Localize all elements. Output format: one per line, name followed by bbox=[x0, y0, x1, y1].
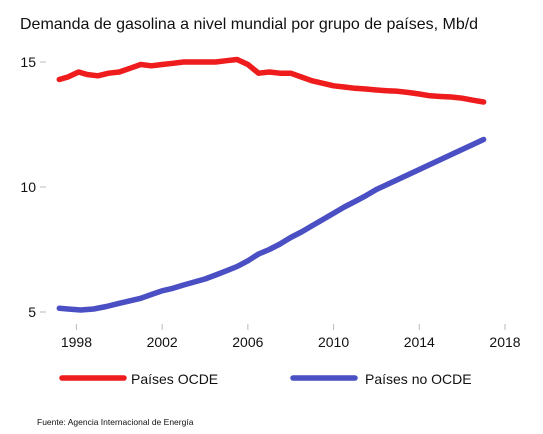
x-tick-label-1998: 1998 bbox=[61, 334, 92, 350]
series-line-no-ocde bbox=[56, 136, 487, 313]
x-tick-label-2002: 2002 bbox=[147, 334, 178, 350]
series-lines bbox=[56, 56, 487, 313]
y-tick-label-15: 15 bbox=[20, 54, 36, 70]
legend-label-no-ocde: Países no OCDE bbox=[365, 371, 472, 387]
y-tick-label-10: 10 bbox=[20, 179, 36, 195]
x-tick-label-2010: 2010 bbox=[318, 334, 349, 350]
legend: Países OCDE Países no OCDE bbox=[59, 371, 472, 387]
x-tick-label-2018: 2018 bbox=[489, 334, 520, 350]
y-tick-label-5: 5 bbox=[28, 304, 36, 320]
y-axis-ticks: 5 10 15 bbox=[20, 54, 46, 320]
legend-label-ocde: Países OCDE bbox=[131, 371, 218, 387]
series-line-ocde bbox=[56, 56, 487, 105]
x-axis-ticks: 1998 2002 2006 2010 2014 2018 bbox=[61, 324, 521, 350]
x-tick-label-2014: 2014 bbox=[404, 334, 435, 350]
x-tick-label-2006: 2006 bbox=[232, 334, 263, 350]
source-note: Fuente: Agencia Internacional de Energía bbox=[37, 417, 194, 427]
chart-title: Demanda de gasolina a nivel mundial por … bbox=[20, 16, 478, 33]
